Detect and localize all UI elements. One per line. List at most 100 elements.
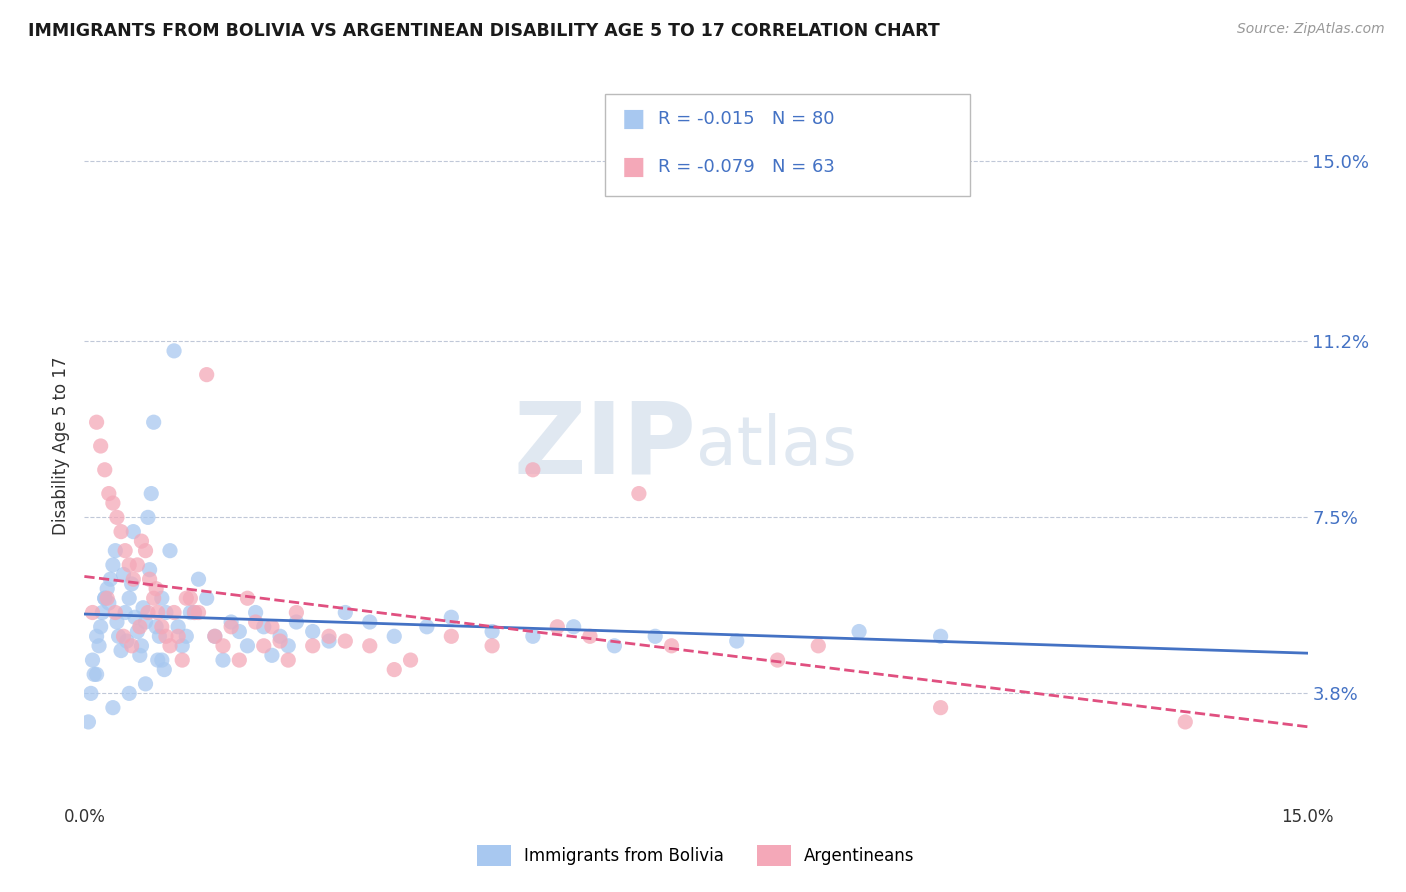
Point — [335, 634, 357, 648]
Point — [481, 639, 503, 653]
Point — [135, 615, 157, 629]
Point — [187, 572, 209, 586]
Point — [179, 606, 201, 620]
Point — [148, 629, 170, 643]
Text: Source: ZipAtlas.com: Source: ZipAtlas.com — [1237, 22, 1385, 37]
Text: ■: ■ — [621, 107, 645, 130]
Point — [97, 596, 120, 610]
Point — [195, 591, 218, 606]
Point — [136, 510, 159, 524]
Point — [118, 686, 141, 700]
Point — [105, 510, 128, 524]
Point — [97, 486, 120, 500]
Point — [132, 600, 155, 615]
Point — [440, 610, 463, 624]
Point — [121, 577, 143, 591]
Point — [86, 667, 108, 681]
Point — [382, 663, 405, 677]
Point — [142, 415, 165, 429]
Point — [167, 620, 190, 634]
Point — [115, 634, 138, 648]
Point — [269, 634, 291, 648]
Point — [127, 624, 149, 639]
Point — [301, 624, 323, 639]
Point — [96, 582, 118, 596]
Point — [138, 563, 160, 577]
Point — [104, 543, 127, 558]
Point — [90, 439, 112, 453]
Text: ■: ■ — [621, 155, 645, 178]
Point — [260, 648, 283, 663]
Point — [661, 639, 683, 653]
Point — [87, 639, 110, 653]
Point — [228, 624, 250, 639]
Point — [150, 620, 173, 634]
Point — [382, 629, 405, 643]
Point — [124, 610, 146, 624]
Text: R = -0.079   N = 63: R = -0.079 N = 63 — [658, 158, 835, 176]
Point — [150, 591, 173, 606]
Point — [145, 620, 167, 634]
Point — [135, 677, 157, 691]
Point — [245, 615, 267, 629]
Point — [253, 620, 276, 634]
Point — [627, 486, 650, 500]
Point — [1174, 714, 1197, 729]
Point — [204, 629, 226, 643]
Point — [131, 534, 153, 549]
Point — [562, 620, 585, 634]
Text: R = -0.015   N = 80: R = -0.015 N = 80 — [658, 110, 835, 128]
Point — [155, 629, 177, 643]
Point — [195, 368, 218, 382]
Point — [335, 606, 357, 620]
Point — [212, 639, 235, 653]
Point — [285, 606, 308, 620]
Point — [163, 606, 186, 620]
Point — [318, 629, 340, 643]
Point — [127, 558, 149, 572]
Point — [228, 653, 250, 667]
Point — [112, 629, 135, 643]
Point — [416, 620, 439, 634]
Point — [807, 639, 830, 653]
Point — [179, 591, 201, 606]
Point — [93, 463, 115, 477]
Point — [644, 629, 666, 643]
Point — [150, 653, 173, 667]
Point — [725, 634, 748, 648]
Point — [155, 606, 177, 620]
Point — [159, 543, 181, 558]
Point — [172, 653, 194, 667]
Point — [86, 415, 108, 429]
Point — [114, 606, 136, 620]
Point — [236, 591, 259, 606]
Point — [110, 643, 132, 657]
Y-axis label: Disability Age 5 to 17: Disability Age 5 to 17 — [52, 357, 70, 535]
Point — [77, 714, 100, 729]
Point — [546, 620, 568, 634]
Point — [929, 700, 952, 714]
Point — [100, 572, 122, 586]
Point — [219, 620, 242, 634]
Point — [96, 591, 118, 606]
Point — [481, 624, 503, 639]
Point — [603, 639, 626, 653]
Point — [359, 615, 381, 629]
Point — [318, 634, 340, 648]
Text: atlas: atlas — [696, 413, 856, 479]
Point — [187, 606, 209, 620]
Point — [253, 639, 276, 653]
Point — [359, 639, 381, 653]
Point — [82, 606, 104, 620]
Text: ZIP: ZIP — [513, 398, 696, 494]
Point — [172, 639, 194, 653]
Point — [929, 629, 952, 643]
Point — [101, 496, 124, 510]
Point — [122, 572, 145, 586]
Point — [101, 700, 124, 714]
Point — [848, 624, 870, 639]
Point — [260, 620, 283, 634]
Point — [440, 629, 463, 643]
Point — [136, 606, 159, 620]
Point — [167, 629, 190, 643]
